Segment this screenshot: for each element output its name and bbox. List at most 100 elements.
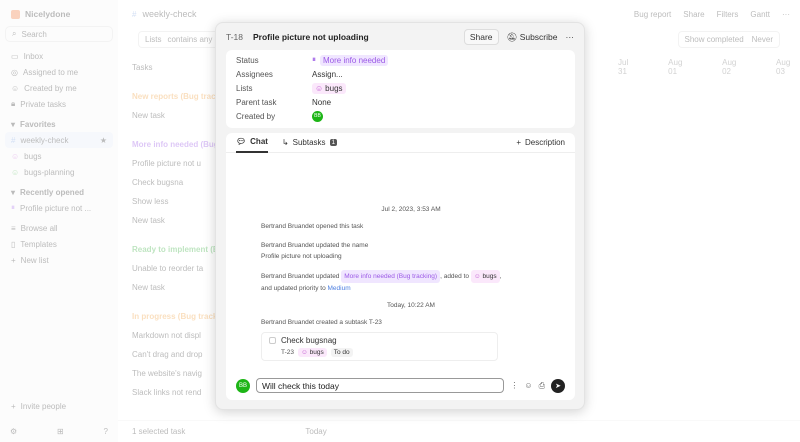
label: weekly-check [20, 135, 69, 145]
sidebar-item-bugs[interactable]: ☺ bugs [5, 148, 113, 164]
subscribe-button[interactable]: 🔕︎ Subscribe [507, 32, 558, 43]
parent-value[interactable]: None [312, 97, 332, 107]
send-button[interactable]: ➤ [551, 378, 565, 393]
task-row[interactable]: Slack links not rend [132, 388, 202, 397]
tab-subtasks[interactable]: ↳ Subtasks 1 [282, 133, 338, 153]
date-label: Aug 02 [722, 58, 737, 76]
group-header[interactable]: Ready to implement (B [132, 245, 219, 254]
sidebar-item-private[interactable]: 🔒︎ Private tasks [5, 96, 113, 112]
sidebar-item-assigned[interactable]: ◎ Assigned to me [5, 64, 113, 80]
workspace-name: Nicelydone [25, 9, 71, 19]
task-row[interactable]: Check bugsna [132, 178, 184, 187]
label: contains any o [167, 35, 220, 44]
bug-report-button[interactable]: Bug report [633, 9, 672, 19]
avatar: BB [312, 110, 323, 122]
tab-description[interactable]: + Description [516, 133, 565, 153]
emoji-icon[interactable]: ☺ [524, 381, 533, 390]
selected-count[interactable]: 1 selected task [132, 427, 186, 436]
filter-chip[interactable]: Lists contains any o [138, 31, 227, 48]
never-select[interactable]: Never [751, 35, 773, 44]
group-header[interactable]: More info needed (Bug [132, 140, 219, 149]
label: Show completed [684, 35, 744, 44]
group-header[interactable]: In progress (Bug track [132, 312, 218, 321]
task-row[interactable]: Markdown not displ [132, 331, 201, 340]
text: Bertrand Bruandet updated the name [261, 242, 369, 249]
inbox-icon: ▭ [11, 51, 19, 61]
priority-link[interactable]: Medium [327, 285, 351, 292]
attach-icon[interactable]: ⎙ [538, 380, 545, 390]
label: Chat [250, 137, 268, 146]
sidebar-item-weekly-check[interactable]: # weekly-check ★ [5, 132, 113, 148]
task-row[interactable]: Show less [132, 197, 169, 206]
label: bugs [24, 151, 42, 161]
modal-header: T-18 Profile picture not uploading Share… [226, 29, 574, 45]
sidebar-item-templates[interactable]: ▯ Templates [5, 236, 113, 252]
workspace-switcher[interactable]: Nicelydone [5, 6, 113, 22]
invite-people[interactable]: + Invite people [5, 398, 72, 414]
task-row[interactable]: New task [132, 111, 165, 120]
more-icon[interactable]: ··· [782, 9, 790, 19]
sidebar-item-inbox[interactable]: ▭ Inbox [5, 48, 113, 64]
status-badge[interactable]: More info needed [320, 54, 389, 66]
status-tag[interactable]: More info needed (Bug tracking) [341, 270, 441, 283]
activity-item: Bertrand Bruandet updated More info need… [261, 270, 561, 294]
sidebar-item-bugs-planning[interactable]: ☺ bugs-planning [5, 164, 113, 180]
message-input[interactable] [256, 378, 505, 393]
activity-item: Bertrand Bruandet created a subtask T-23 [261, 319, 382, 326]
search-placeholder: Search [21, 29, 47, 39]
bug-icon: ☺ [301, 349, 308, 356]
footer: 1 selected task Today [118, 420, 800, 442]
group-header[interactable]: New reports (Bug track [132, 92, 221, 101]
list-tag: ☺ bugs [298, 348, 327, 357]
activity-feed: Jul 2, 2023, 3:53 AM Bertrand Bruandet o… [261, 206, 561, 361]
share-button[interactable]: Share [683, 9, 705, 19]
more-vertical-icon[interactable]: ⋮ [510, 381, 519, 390]
settings-icon[interactable]: ⚙ [10, 427, 18, 436]
sidebar-item-created[interactable]: ☺ Created by me [5, 80, 113, 96]
label: bugs [482, 273, 497, 280]
list-tag[interactable]: ☺ bugs [470, 270, 500, 283]
subtask-card[interactable]: Check bugsnag T-23 ☺ bugs To do [261, 332, 498, 361]
task-row[interactable]: Profile picture not u [132, 159, 201, 168]
gantt-button[interactable]: Gantt [750, 9, 770, 19]
task-row[interactable]: Can't drag and drop [132, 350, 203, 359]
avatar: BB [236, 378, 250, 393]
star-icon[interactable]: ★ [99, 135, 107, 145]
bug-icon: ☺ [473, 273, 481, 280]
sidebar-item-recent[interactable]: ⏸︎ Profile picture not ... [5, 200, 113, 216]
sidebar: Nicelydone ⌕ Search ▭ Inbox ◎ Assigned to m… [0, 0, 118, 442]
list-tag[interactable]: ☺ bugs [312, 82, 346, 94]
label: Subscribe [519, 31, 558, 42]
today-button[interactable]: Today [305, 427, 327, 436]
help-icon[interactable]: ? [103, 427, 108, 436]
favorites-header[interactable]: ▾ Favorites [5, 116, 113, 132]
search-input[interactable]: ⌕ Search [5, 26, 113, 42]
assignee-picker[interactable]: Assign... [312, 69, 343, 79]
label: Description [524, 138, 565, 147]
recent-header[interactable]: ▾ Recently opened [5, 184, 113, 200]
add-icon[interactable]: ⊞ [57, 427, 64, 436]
sidebar-item-browse[interactable]: ≡ Browse all [5, 220, 113, 236]
timestamp: Jul 2, 2023, 3:53 AM [381, 206, 441, 213]
sidebar-item-new-list[interactable]: + New list [5, 252, 113, 268]
bell-off-icon: 🔕︎ [506, 31, 518, 42]
status-label: Status [236, 55, 259, 65]
task-row[interactable]: New task [132, 216, 165, 225]
more-icon[interactable]: ··· [565, 32, 575, 42]
label: bugs [325, 83, 343, 93]
lock-icon: 🔒︎ [11, 99, 16, 108]
show-completed[interactable]: Show completed Never [677, 31, 780, 48]
task-list: Tasks New reports (Bug track New task More… [132, 58, 252, 402]
filters-button[interactable]: Filters [716, 9, 739, 19]
task-title[interactable]: Profile picture not uploading [253, 32, 369, 42]
checkbox[interactable] [269, 337, 276, 344]
task-row[interactable]: The website's navig [132, 369, 203, 378]
tab-chat[interactable]: 💬︎ Chat [236, 133, 268, 153]
view-title: weekly-check [142, 9, 197, 19]
task-row[interactable]: New task [132, 283, 165, 292]
caret-down-icon: ▾ [11, 119, 16, 129]
task-row[interactable]: Unable to reorder ta [132, 264, 204, 273]
share-button[interactable]: Share [463, 29, 499, 45]
book-icon: ▯ [11, 239, 16, 249]
lists-label: Lists [236, 83, 253, 93]
